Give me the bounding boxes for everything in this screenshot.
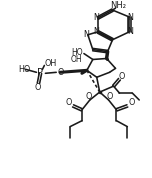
Text: HO: HO [71, 48, 83, 57]
Text: O: O [66, 98, 72, 108]
Text: O: O [118, 72, 125, 81]
Text: P: P [37, 68, 43, 78]
Text: OH: OH [44, 59, 57, 68]
Text: O: O [34, 83, 41, 92]
Text: N: N [127, 12, 133, 22]
Text: NH₂: NH₂ [111, 1, 126, 10]
Text: O: O [106, 91, 113, 101]
Text: O: O [128, 98, 135, 108]
Text: N: N [83, 30, 89, 39]
Text: N: N [93, 27, 99, 36]
Text: HO: HO [19, 65, 31, 74]
Text: N: N [127, 27, 133, 36]
Text: O: O [86, 91, 92, 101]
Text: O: O [57, 68, 64, 77]
Text: N: N [93, 14, 99, 22]
Text: OH: OH [70, 55, 82, 64]
